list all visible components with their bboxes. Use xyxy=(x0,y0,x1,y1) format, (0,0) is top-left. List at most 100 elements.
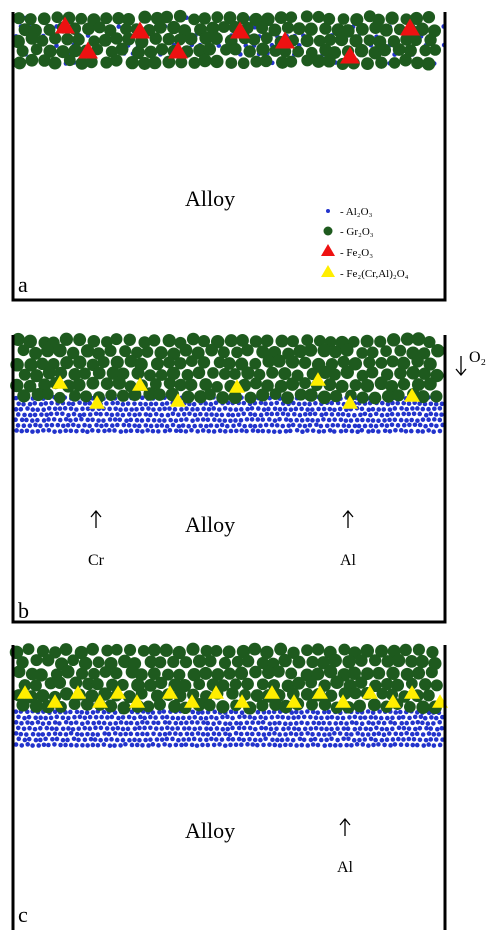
al2o3-particle xyxy=(352,726,358,732)
cr2o3-particle xyxy=(48,56,62,70)
cr2o3-particle xyxy=(350,13,364,27)
al2o3-particle xyxy=(173,418,179,423)
al2o3-particle xyxy=(38,715,43,721)
al2o3-particle xyxy=(381,407,387,412)
cr2o3-particle xyxy=(56,45,70,59)
al2o3-particle xyxy=(296,401,302,407)
al2o3-particle xyxy=(277,429,283,434)
al2o3-particle xyxy=(277,416,282,422)
al2o3-particle xyxy=(90,732,96,737)
al2o3-particle xyxy=(153,411,159,417)
al2o3-particle xyxy=(129,742,135,748)
al2o3-particle xyxy=(244,417,250,422)
cr2o3-particle xyxy=(101,644,114,657)
al2o3-particle xyxy=(379,412,385,418)
al2o3-particle xyxy=(321,417,326,422)
cr2o3-particle xyxy=(36,689,50,703)
al2o3-particle xyxy=(282,406,288,412)
cr2o3-particle xyxy=(122,12,136,26)
cr2o3-particle xyxy=(186,332,200,346)
al2o3-particle xyxy=(118,731,123,737)
cr2o3-particle xyxy=(328,368,341,381)
cr2o3-particle xyxy=(366,366,379,379)
al2o3-particle xyxy=(410,742,416,748)
cr2o3-particle xyxy=(349,34,363,48)
al2o3-particle xyxy=(204,726,209,731)
al2o3-particle xyxy=(412,714,418,720)
al2o3-particle xyxy=(153,715,158,720)
spinel-particle xyxy=(17,685,33,699)
cr2o3-particle xyxy=(110,54,123,67)
al2o3-particle xyxy=(24,428,30,434)
al2o3-particle xyxy=(376,418,381,424)
al2o3-particle xyxy=(337,731,343,736)
cr2o3-particle xyxy=(299,377,312,390)
cr2o3-particle xyxy=(304,388,318,402)
cr2o3-particle xyxy=(285,11,298,23)
al2o3-particle xyxy=(329,726,334,732)
al2o3-particle xyxy=(379,726,385,732)
al2o3-particle xyxy=(128,417,134,423)
al2o3-particle xyxy=(326,709,332,715)
cr2o3-particle xyxy=(154,346,168,360)
legend-label: - Al₂O₃ xyxy=(340,206,373,218)
cr2o3-particle xyxy=(153,20,167,34)
al2o3-particle xyxy=(227,721,233,726)
panel-label: c xyxy=(18,902,28,927)
al2o3-particle xyxy=(327,406,333,412)
al2o3-particle xyxy=(344,731,349,737)
al2o3-particle xyxy=(302,423,308,429)
al2o3-particle xyxy=(205,742,211,748)
cr2o3-particle xyxy=(149,32,162,45)
al2o3-particle xyxy=(398,417,404,423)
al2o3-particle xyxy=(181,411,187,417)
cr2o3-particle xyxy=(262,666,275,680)
al2o3-particle xyxy=(167,731,172,736)
al2o3-particle xyxy=(85,429,90,435)
al2o3-particle xyxy=(32,400,38,406)
cr2o3-particle xyxy=(61,33,74,46)
cr2o3-particle xyxy=(335,33,349,47)
spinel-particle xyxy=(286,694,302,708)
al2o3-particle xyxy=(268,401,274,406)
al2o3-particle xyxy=(338,720,344,726)
al2o3-particle xyxy=(258,737,263,743)
al2o3-particle xyxy=(77,400,82,406)
al2o3-particle xyxy=(74,407,79,412)
al2o3-particle xyxy=(439,401,445,407)
al2o3-particle xyxy=(190,418,195,423)
cr2o3-particle xyxy=(82,22,95,36)
cr2o3-particle xyxy=(128,387,142,402)
al2o3-particle xyxy=(279,737,285,743)
al2o3-particle xyxy=(227,732,233,737)
cr2o3-particle xyxy=(260,32,273,45)
al2o3-particle xyxy=(269,411,275,417)
cr2o3-particle xyxy=(248,642,262,656)
al2o3-particle xyxy=(301,737,307,743)
cr2o3-particle xyxy=(63,54,76,67)
al2o3-particle xyxy=(217,720,222,726)
al2o3-particle xyxy=(305,709,310,714)
al2o3-particle xyxy=(113,720,119,726)
cr2o3-particle xyxy=(30,43,43,56)
al2o3-particle xyxy=(346,736,351,742)
al2o3-particle xyxy=(115,400,120,406)
cr2o3-particle xyxy=(348,357,363,371)
al2o3-particle xyxy=(417,411,423,417)
al2o3-particle xyxy=(216,731,222,737)
al2o3-particle xyxy=(332,407,337,413)
cr2o3-particle xyxy=(138,10,152,24)
al2o3-particle xyxy=(68,720,74,726)
al2o3-particle xyxy=(338,428,344,434)
al2o3-particle xyxy=(340,411,346,417)
al2o3-particle xyxy=(217,407,222,412)
al2o3-particle xyxy=(55,422,61,428)
al2o3-particle xyxy=(217,418,222,423)
al2o3-particle xyxy=(408,428,414,434)
al2o3-particle xyxy=(329,714,335,720)
legend-symbol xyxy=(321,244,335,256)
al2o3-particle xyxy=(151,417,157,423)
al2o3-particle xyxy=(433,715,439,721)
cr2o3-particle xyxy=(44,677,57,690)
al2o3-particle xyxy=(399,720,405,726)
